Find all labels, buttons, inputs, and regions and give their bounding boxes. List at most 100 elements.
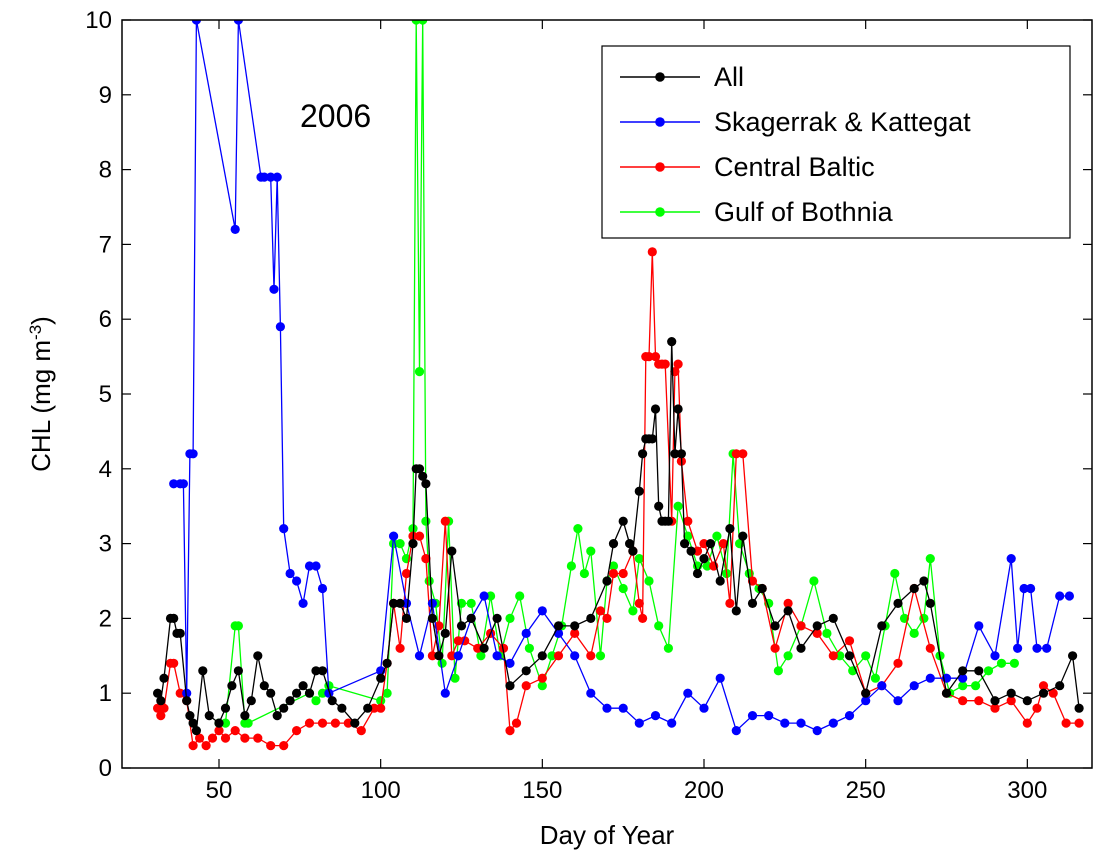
y-tick-label-8: 8 [99,157,112,184]
x-axis-label: Day of Year [540,820,675,850]
point-all [479,643,489,653]
point-all [602,576,612,586]
point-skagerrak-kattegat [1006,554,1016,564]
point-all [240,711,250,721]
point-skagerrak-kattegat [317,583,328,594]
point-central-baltic [692,546,703,556]
point-central-baltic [214,726,224,736]
point-central-baltic [188,741,198,751]
point-gulf-of-bothnia [505,613,515,624]
point-all [731,606,741,616]
point-gulf-of-bothnia [586,546,596,556]
point-all [401,613,412,624]
point-all [692,568,703,579]
point-all [376,673,386,683]
point-central-baltic [1022,718,1032,728]
point-central-baltic [608,568,619,579]
point-all [628,546,638,556]
point-skagerrak-kattegat [414,651,425,661]
point-all [285,696,295,706]
point-skagerrak-kattegat [764,711,774,721]
point-central-baltic [1032,703,1042,713]
point-all [182,696,192,706]
point-skagerrak-kattegat [1042,643,1052,653]
y-tick-label-9: 9 [99,82,112,109]
y-tick-label-5: 5 [99,381,112,408]
point-all [505,681,515,691]
point-all [828,613,838,624]
point-skagerrak-kattegat [169,479,179,489]
point-skagerrak-kattegat [266,172,276,182]
point-all [715,576,725,586]
point-central-baltic [240,733,250,743]
point-all [925,598,935,609]
point-central-baltic [279,741,289,751]
point-central-baltic [650,352,661,362]
point-central-baltic [812,628,822,639]
point-all [214,718,224,728]
y-tick-label-0: 0 [99,755,112,782]
point-skagerrak-kattegat [230,224,240,234]
point-all [650,404,661,414]
point-all [680,539,690,549]
point-all [844,651,855,661]
point-gulf-of-bothnia [634,554,644,564]
point-all [634,486,644,496]
point-gulf-of-bothnia [566,561,577,571]
point-all [292,688,302,698]
point-all [654,501,664,511]
point-skagerrak-kattegat [958,673,968,683]
point-skagerrak-kattegat [233,20,243,25]
point-gulf-of-bothnia [414,367,425,377]
point-gulf-of-bothnia [382,688,392,698]
point-skagerrak-kattegat [667,718,677,728]
point-central-baltic [844,636,855,646]
point-gulf-of-bothnia [618,583,628,594]
y-axis-label-exponent: -3 [26,325,45,340]
point-all [1055,681,1065,691]
point-central-baltic [220,733,231,743]
point-all [1006,688,1016,698]
legend-label-all: All [714,62,744,92]
point-central-baltic [570,628,580,639]
point-skagerrak-kattegat [521,628,531,639]
point-all [909,583,919,594]
point-central-baltic [647,247,657,257]
point-central-baltic [195,733,205,743]
point-all [770,621,780,631]
point-all [783,606,793,616]
point-all [414,464,425,474]
point-all [663,516,674,526]
y-tick-label-1: 1 [99,680,112,707]
point-gulf-of-bothnia [450,673,460,683]
legend-marker-central-baltic [655,162,665,172]
point-gulf-of-bothnia [702,561,712,571]
point-skagerrak-kattegat [1026,583,1036,594]
point-skagerrak-kattegat [537,606,547,616]
point-gulf-of-bothnia [654,621,664,631]
point-gulf-of-bothnia [573,524,583,534]
point-skagerrak-kattegat [191,20,201,25]
point-gulf-of-bothnia [835,651,845,661]
y-tick-label-7: 7 [99,231,112,258]
point-gulf-of-bothnia [809,576,819,586]
point-central-baltic [595,606,606,616]
legend-label-gulf-of-bothnia: Gulf of Bothnia [714,197,894,227]
point-all [647,434,657,444]
point-central-baltic [634,598,644,609]
point-all [421,479,431,489]
point-central-baltic [718,539,729,549]
y-tick-label-10: 10 [85,7,112,34]
point-all [673,404,683,414]
axis-ticks [122,19,1092,769]
point-all [705,539,716,549]
point-all [204,711,214,721]
point-central-baltic [725,598,735,609]
point-all [363,703,373,713]
point-all [188,718,198,728]
point-all [747,598,758,609]
legend-entry-all: All [620,62,744,92]
point-central-baltic [253,733,263,743]
point-all [253,651,263,661]
point-skagerrak-kattegat [683,688,693,698]
